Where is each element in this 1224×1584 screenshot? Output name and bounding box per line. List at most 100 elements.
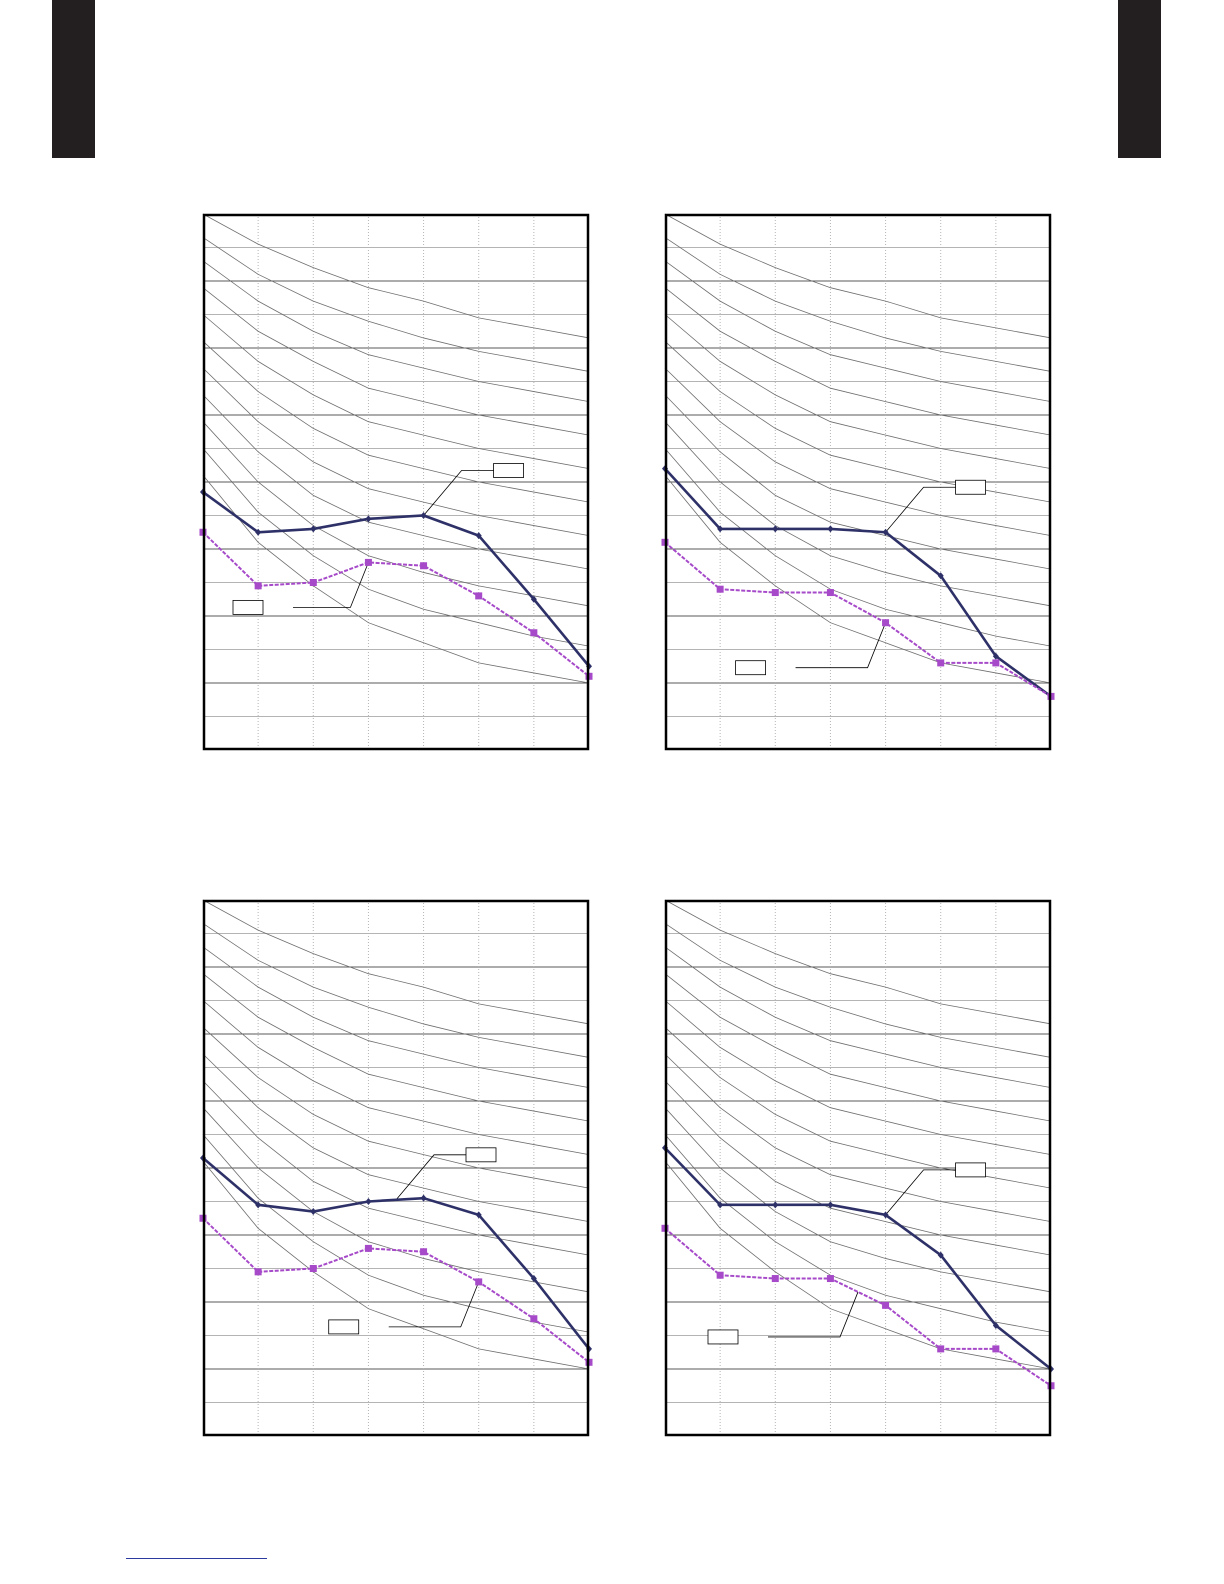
series-line-2 (664, 541, 1052, 698)
series-2-point (771, 589, 779, 597)
series-line-2 (664, 1227, 1052, 1387)
nc-reference-curve (664, 367, 1052, 536)
series-2-point (309, 1265, 317, 1272)
series-2-point (475, 1278, 483, 1286)
series-2-point (254, 582, 262, 590)
callout-label-box (232, 599, 264, 615)
callout-label-box (955, 479, 986, 495)
plot-frame (664, 899, 1052, 1437)
nc-reference-curve (664, 475, 1052, 684)
series-1-point (882, 1211, 889, 1219)
nc-reference-curve (202, 367, 590, 536)
series-2-point (882, 1301, 890, 1309)
series-2-point (530, 629, 538, 637)
series-1-point (310, 525, 317, 533)
nc-reference-curve (202, 899, 590, 1025)
nc-chart-top-left (199, 213, 593, 751)
nc-reference-curve (202, 946, 590, 1088)
series-line-1 (664, 1146, 1052, 1371)
series-1-point (420, 512, 427, 519)
callout-leader (885, 486, 956, 533)
nc-reference-curve (202, 923, 590, 1058)
series-line-2 (202, 1217, 590, 1364)
callout-leader (768, 1291, 859, 1338)
nc-reference-curve (202, 973, 590, 1122)
nc-reference-curve (202, 1161, 590, 1370)
series-2-point (364, 558, 372, 566)
plot-frame (202, 899, 590, 1437)
nc-reference-curve (202, 475, 590, 684)
callout-label-box (328, 1319, 360, 1335)
callout-label-box (955, 1162, 986, 1178)
callout-leader (423, 470, 494, 516)
series-1-point (937, 572, 944, 580)
series-1-point (530, 595, 537, 603)
series-1-point (475, 532, 482, 540)
series-2-point (364, 1244, 372, 1252)
plot-frame (664, 213, 1052, 751)
nc-reference-curve (664, 1053, 1052, 1222)
nc-reference-curve (664, 394, 1052, 570)
nc-reference-curve (664, 260, 1052, 402)
nc-reference-curve (202, 237, 590, 372)
nc-reference-curve (664, 1107, 1052, 1293)
series-line-1 (202, 490, 591, 668)
nc-reference-curve (664, 448, 1052, 647)
nc-reference-curve (664, 287, 1052, 436)
nc-reference-curve (202, 1080, 590, 1256)
series-1-point (772, 1201, 779, 1209)
page-edge-tab-left (52, 0, 95, 158)
nc-reference-curve (664, 899, 1052, 1025)
series-2-point (826, 1275, 834, 1283)
nc-reference-curve (202, 1134, 590, 1333)
series-1-point (772, 525, 779, 533)
callout-leader (885, 1169, 956, 1216)
series-1-point (992, 1321, 999, 1329)
series-2-point (254, 1268, 262, 1276)
nc-reference-curve (664, 1080, 1052, 1256)
series-1-point (937, 1251, 944, 1259)
series-line-2 (202, 531, 590, 678)
series-line-1 (664, 467, 1052, 698)
series-2-point (992, 1345, 1000, 1353)
nc-reference-curve (664, 1161, 1052, 1370)
series-2-point (771, 1275, 779, 1283)
series-2-point (937, 659, 945, 667)
series-1-point (475, 1211, 482, 1219)
series-1-point (530, 1275, 537, 1283)
nc-reference-curve (664, 213, 1052, 339)
nc-reference-curve (202, 260, 590, 402)
nc-reference-curve (202, 1027, 590, 1189)
callout-leader (395, 1154, 466, 1201)
series-2-point (716, 1271, 724, 1279)
series-2-point (309, 579, 317, 586)
series-2-point (826, 589, 834, 597)
series-2-point (420, 1248, 428, 1256)
nc-reference-curve (664, 1000, 1052, 1155)
nc-reference-curve (202, 394, 590, 570)
callout-label-box (735, 660, 766, 676)
footer-rule (126, 1558, 267, 1559)
nc-reference-curve (202, 287, 590, 436)
series-2-point (937, 1345, 945, 1353)
callout-leader (293, 562, 369, 608)
series-1-point (992, 652, 999, 660)
nc-reference-curve (202, 1053, 590, 1222)
series-2-point (475, 592, 483, 600)
callout-label-box (493, 463, 524, 478)
nc-reference-curve (202, 314, 590, 469)
nc-reference-curve (202, 341, 590, 503)
series-1-point (882, 528, 889, 536)
nc-reference-curve (664, 1134, 1052, 1333)
series-2-point (992, 659, 1000, 667)
series-1-point (717, 1201, 724, 1209)
nc-reference-curve (202, 1000, 590, 1155)
callout-leader (795, 622, 886, 669)
series-2-point (530, 1315, 538, 1323)
series-2-point (882, 619, 890, 627)
nc-reference-curve (664, 314, 1052, 469)
callout-label-box (707, 1329, 739, 1345)
nc-reference-curve (664, 1027, 1052, 1189)
nc-reference-curve (664, 946, 1052, 1088)
series-1-point (255, 528, 262, 536)
